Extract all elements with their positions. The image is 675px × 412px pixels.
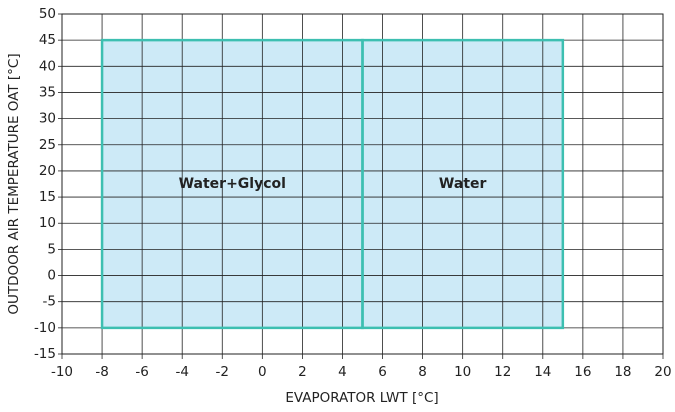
y-tick-label: 15 (39, 189, 56, 205)
x-tick-label: 0 (258, 364, 267, 380)
x-tick-label: -6 (135, 364, 148, 380)
x-tick-label: -2 (216, 364, 229, 380)
y-tick-label: -15 (34, 346, 56, 362)
y-tick-label: -5 (43, 294, 56, 310)
y-tick-label: 35 (39, 84, 56, 100)
y-tick-label: 0 (47, 268, 56, 284)
y-tick-label: 40 (39, 58, 56, 74)
x-tick-label: -8 (95, 364, 108, 380)
y-tick-label: -10 (34, 320, 56, 336)
x-tick-label: 4 (338, 364, 347, 380)
x-tick-label: 18 (614, 364, 631, 380)
region-label: Water (439, 176, 487, 192)
x-tick-label: -10 (51, 364, 73, 380)
x-tick-label: 10 (454, 364, 471, 380)
y-tick-label: 45 (39, 32, 56, 48)
x-tick-label: -4 (175, 364, 188, 380)
y-tick-label: 10 (39, 215, 56, 231)
x-tick-label: 14 (534, 364, 551, 380)
x-tick-label: 8 (418, 364, 427, 380)
x-axis-label: EVAPORATOR LWT [°C] (285, 390, 438, 406)
y-tick-label: 5 (47, 241, 56, 257)
y-tick-label: 30 (39, 111, 56, 127)
y-tick-label: 25 (39, 137, 56, 153)
region-outline (361, 38, 565, 330)
y-tick-label: 50 (39, 6, 56, 22)
x-tick-label: 20 (654, 364, 671, 380)
plot-frame (61, 13, 664, 355)
x-tick-label: 2 (298, 364, 307, 380)
region (102, 40, 363, 328)
y-tick-label: 20 (39, 163, 56, 179)
y-axis-label: OUTDOOR AIR TEMPERATURE OAT [°C] (6, 53, 22, 314)
x-tick-label: 6 (378, 364, 387, 380)
region-label: Water+Glycol (179, 176, 286, 192)
x-tick-label: 12 (494, 364, 511, 380)
x-tick-label: 16 (574, 364, 591, 380)
